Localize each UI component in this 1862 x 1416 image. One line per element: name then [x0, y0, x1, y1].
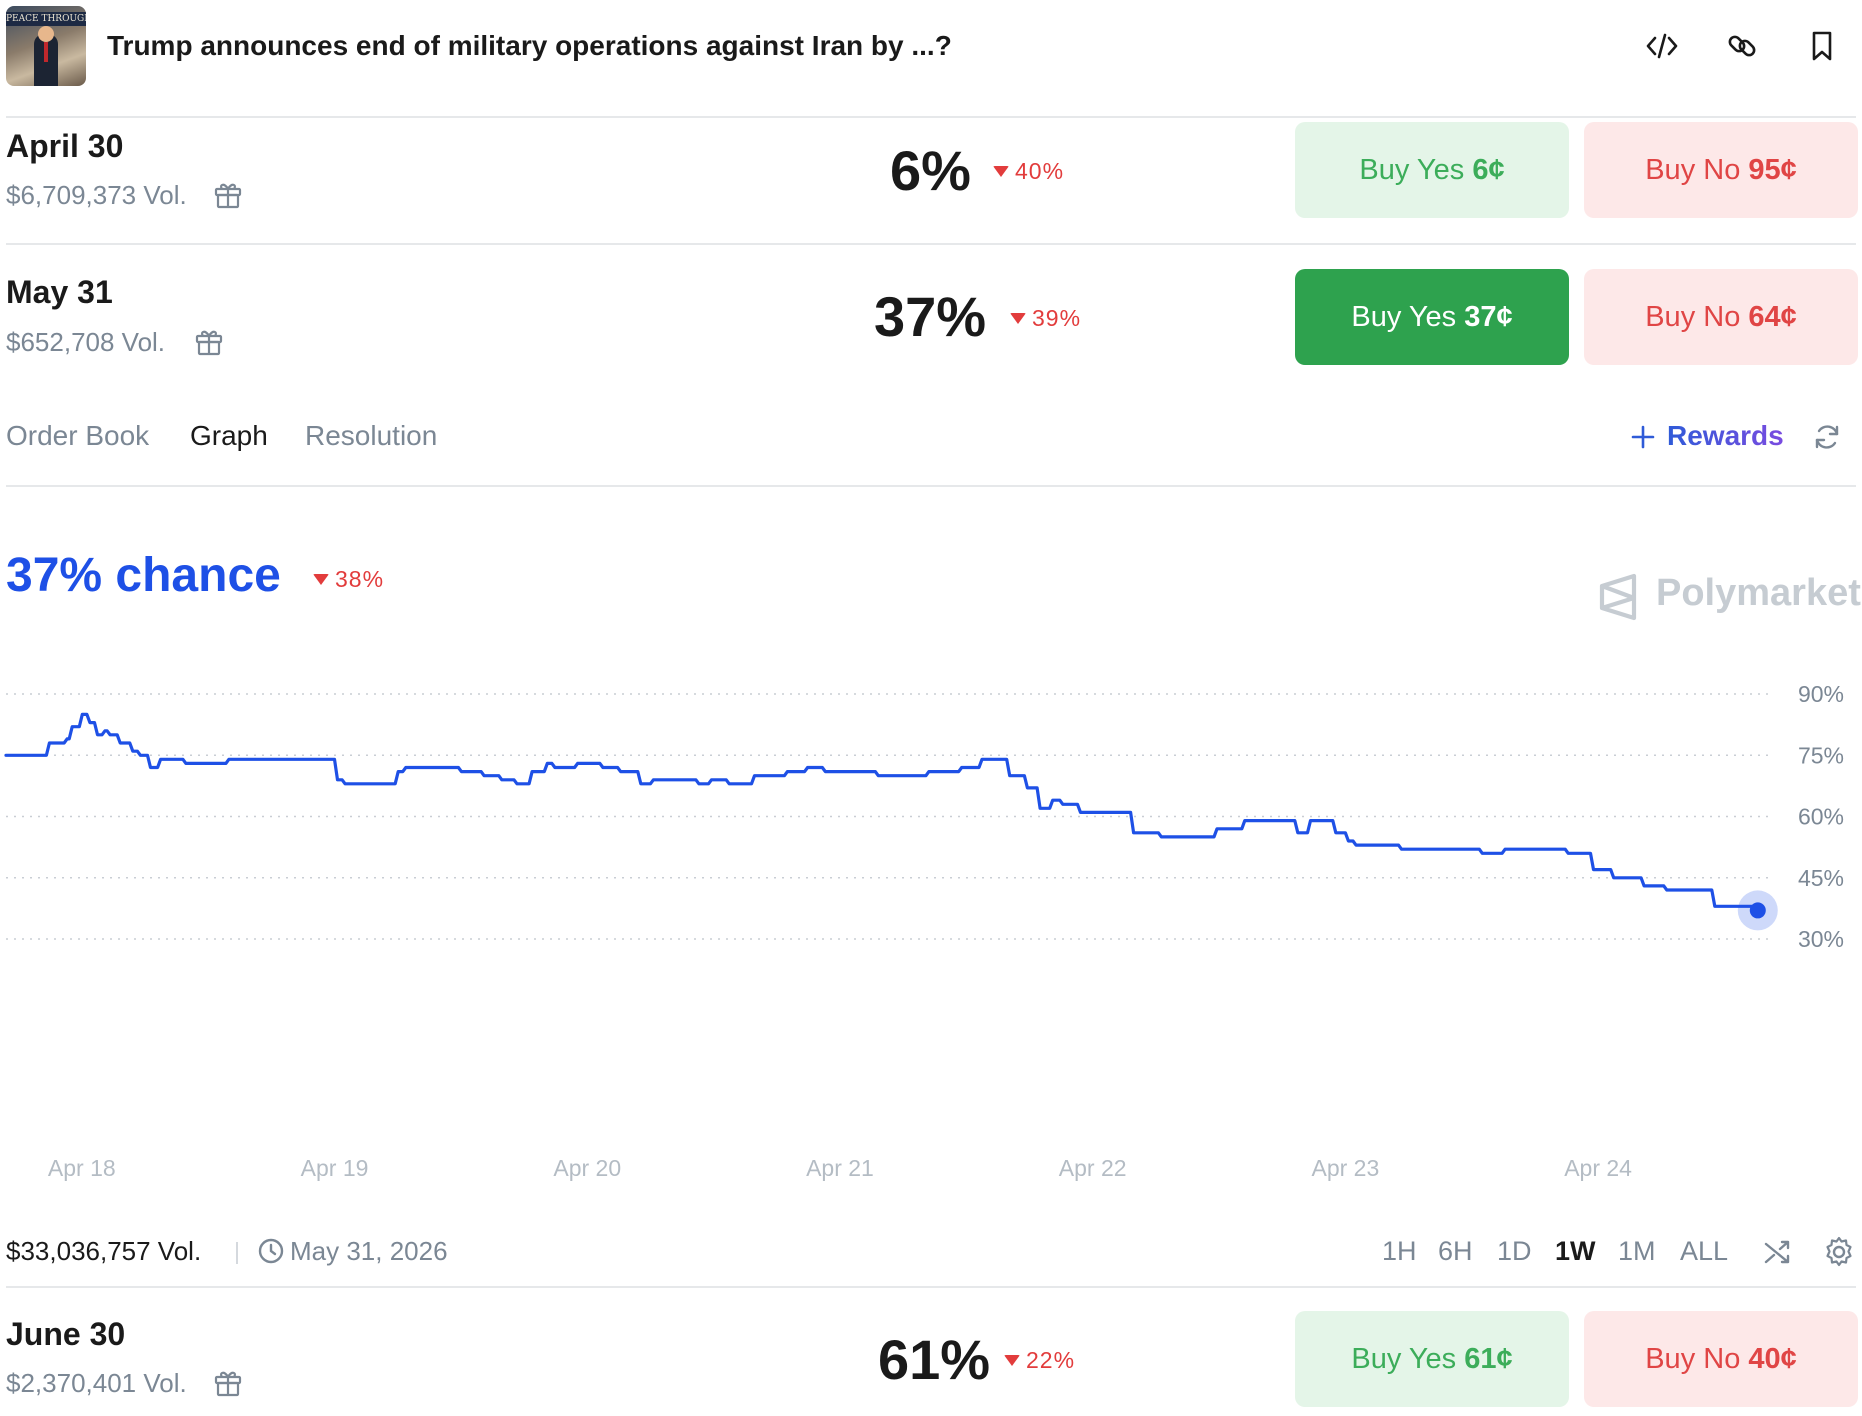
market-header: PEACE THROUGH STRENGTH Trump announces e… — [0, 0, 1862, 98]
x-tick-label: Apr 18 — [48, 1155, 116, 1181]
price-history-chart[interactable]: 90% 75% 60% 45% 30% Apr 18 Apr 19 Apr 20 Apr 21… — [0, 660, 1862, 1200]
refresh-icon[interactable] — [1812, 422, 1842, 452]
range-6h[interactable]: 6H — [1438, 1236, 1473, 1266]
y-tick-label: 45% — [1798, 865, 1844, 891]
y-tick-label: 30% — [1798, 926, 1844, 952]
divider — [6, 485, 1856, 487]
divider — [6, 1286, 1856, 1288]
tab-order-book[interactable]: Order Book — [6, 420, 150, 451]
range-1w[interactable]: 1W — [1555, 1236, 1596, 1266]
buy-no-button[interactable]: Buy No 40¢ — [1584, 1311, 1858, 1407]
market-volume: $2,370,401 Vol. — [6, 1368, 187, 1398]
series-line — [4, 712, 1760, 912]
range-1h[interactable]: 1H — [1382, 1236, 1417, 1266]
range-all[interactable]: ALL — [1680, 1236, 1729, 1266]
buy-yes-button[interactable]: Buy Yes 61¢ — [1295, 1311, 1569, 1407]
buy-yes-button[interactable]: Buy Yes 6¢ — [1295, 122, 1569, 218]
link-icon[interactable] — [1724, 28, 1760, 64]
x-tick-label: Apr 21 — [806, 1155, 874, 1181]
buy-no-button[interactable]: Buy No 95¢ — [1584, 122, 1858, 218]
thumbnail-banner-text: PEACE THROUGH STRENGTH — [6, 12, 86, 26]
buy-no-button[interactable]: Buy No 64¢ — [1584, 269, 1858, 365]
current-chance: 37% chance — [6, 549, 281, 602]
market-title: Trump announces end of military operatio… — [107, 30, 952, 61]
rewards-link[interactable]: Rewards — [1667, 420, 1784, 451]
down-triangle-icon — [1010, 313, 1026, 324]
separator — [236, 1242, 238, 1264]
gift-icon[interactable] — [213, 179, 243, 209]
market-chance: 6% — [890, 139, 971, 202]
change-indicator: 39% — [1010, 305, 1081, 332]
change-indicator: 40% — [993, 158, 1064, 185]
down-triangle-icon — [1004, 1355, 1020, 1366]
divider — [6, 116, 1856, 118]
market-date[interactable]: June 30 — [6, 1316, 126, 1352]
down-triangle-icon — [993, 166, 1009, 177]
x-tick-label: Apr 23 — [1312, 1155, 1380, 1181]
y-tick-label: 75% — [1798, 742, 1844, 768]
buy-yes-button[interactable]: Buy Yes 37¢ — [1295, 269, 1569, 365]
change-indicator: 22% — [1004, 1347, 1075, 1374]
shuffle-icon[interactable] — [1762, 1236, 1794, 1268]
range-1d[interactable]: 1D — [1497, 1236, 1532, 1266]
end-date: May 31, 2026 — [290, 1236, 448, 1266]
down-triangle-icon — [313, 574, 329, 585]
polymarket-brand: Polymarket — [1656, 572, 1861, 614]
x-tick-label: Apr 24 — [1564, 1155, 1632, 1181]
x-tick-label: Apr 20 — [553, 1155, 621, 1181]
clock-icon — [258, 1238, 284, 1264]
gift-icon[interactable] — [194, 326, 224, 356]
market-chance: 61% — [878, 1328, 991, 1391]
tab-graph[interactable]: Graph — [190, 420, 268, 451]
current-point[interactable] — [1749, 902, 1766, 919]
settings-gear-icon[interactable] — [1822, 1235, 1856, 1269]
market-volume: $6,709,373 Vol. — [6, 180, 187, 210]
market-date[interactable]: May 31 — [6, 274, 113, 310]
embed-code-icon[interactable] — [1644, 28, 1680, 64]
market-chance: 37% — [874, 285, 987, 348]
market-volume: $652,708 Vol. — [6, 327, 166, 357]
market-date[interactable]: April 30 — [6, 128, 124, 164]
range-1m[interactable]: 1M — [1618, 1236, 1656, 1266]
total-volume: $33,036,757 Vol. — [6, 1236, 202, 1266]
x-tick-label: Apr 19 — [301, 1155, 369, 1181]
x-tick-label: Apr 22 — [1059, 1155, 1127, 1181]
y-tick-label: 90% — [1798, 681, 1844, 707]
graph-change-indicator: 38% — [313, 566, 384, 593]
plus-icon[interactable] — [1630, 424, 1656, 450]
bookmark-icon[interactable] — [1804, 28, 1840, 64]
polymarket-logo-icon — [1599, 573, 1637, 621]
gift-icon[interactable] — [213, 1367, 243, 1397]
tab-resolution[interactable]: Resolution — [305, 420, 438, 451]
market-thumbnail[interactable]: PEACE THROUGH STRENGTH — [6, 6, 86, 86]
divider — [6, 243, 1856, 245]
y-tick-label: 60% — [1798, 804, 1844, 830]
